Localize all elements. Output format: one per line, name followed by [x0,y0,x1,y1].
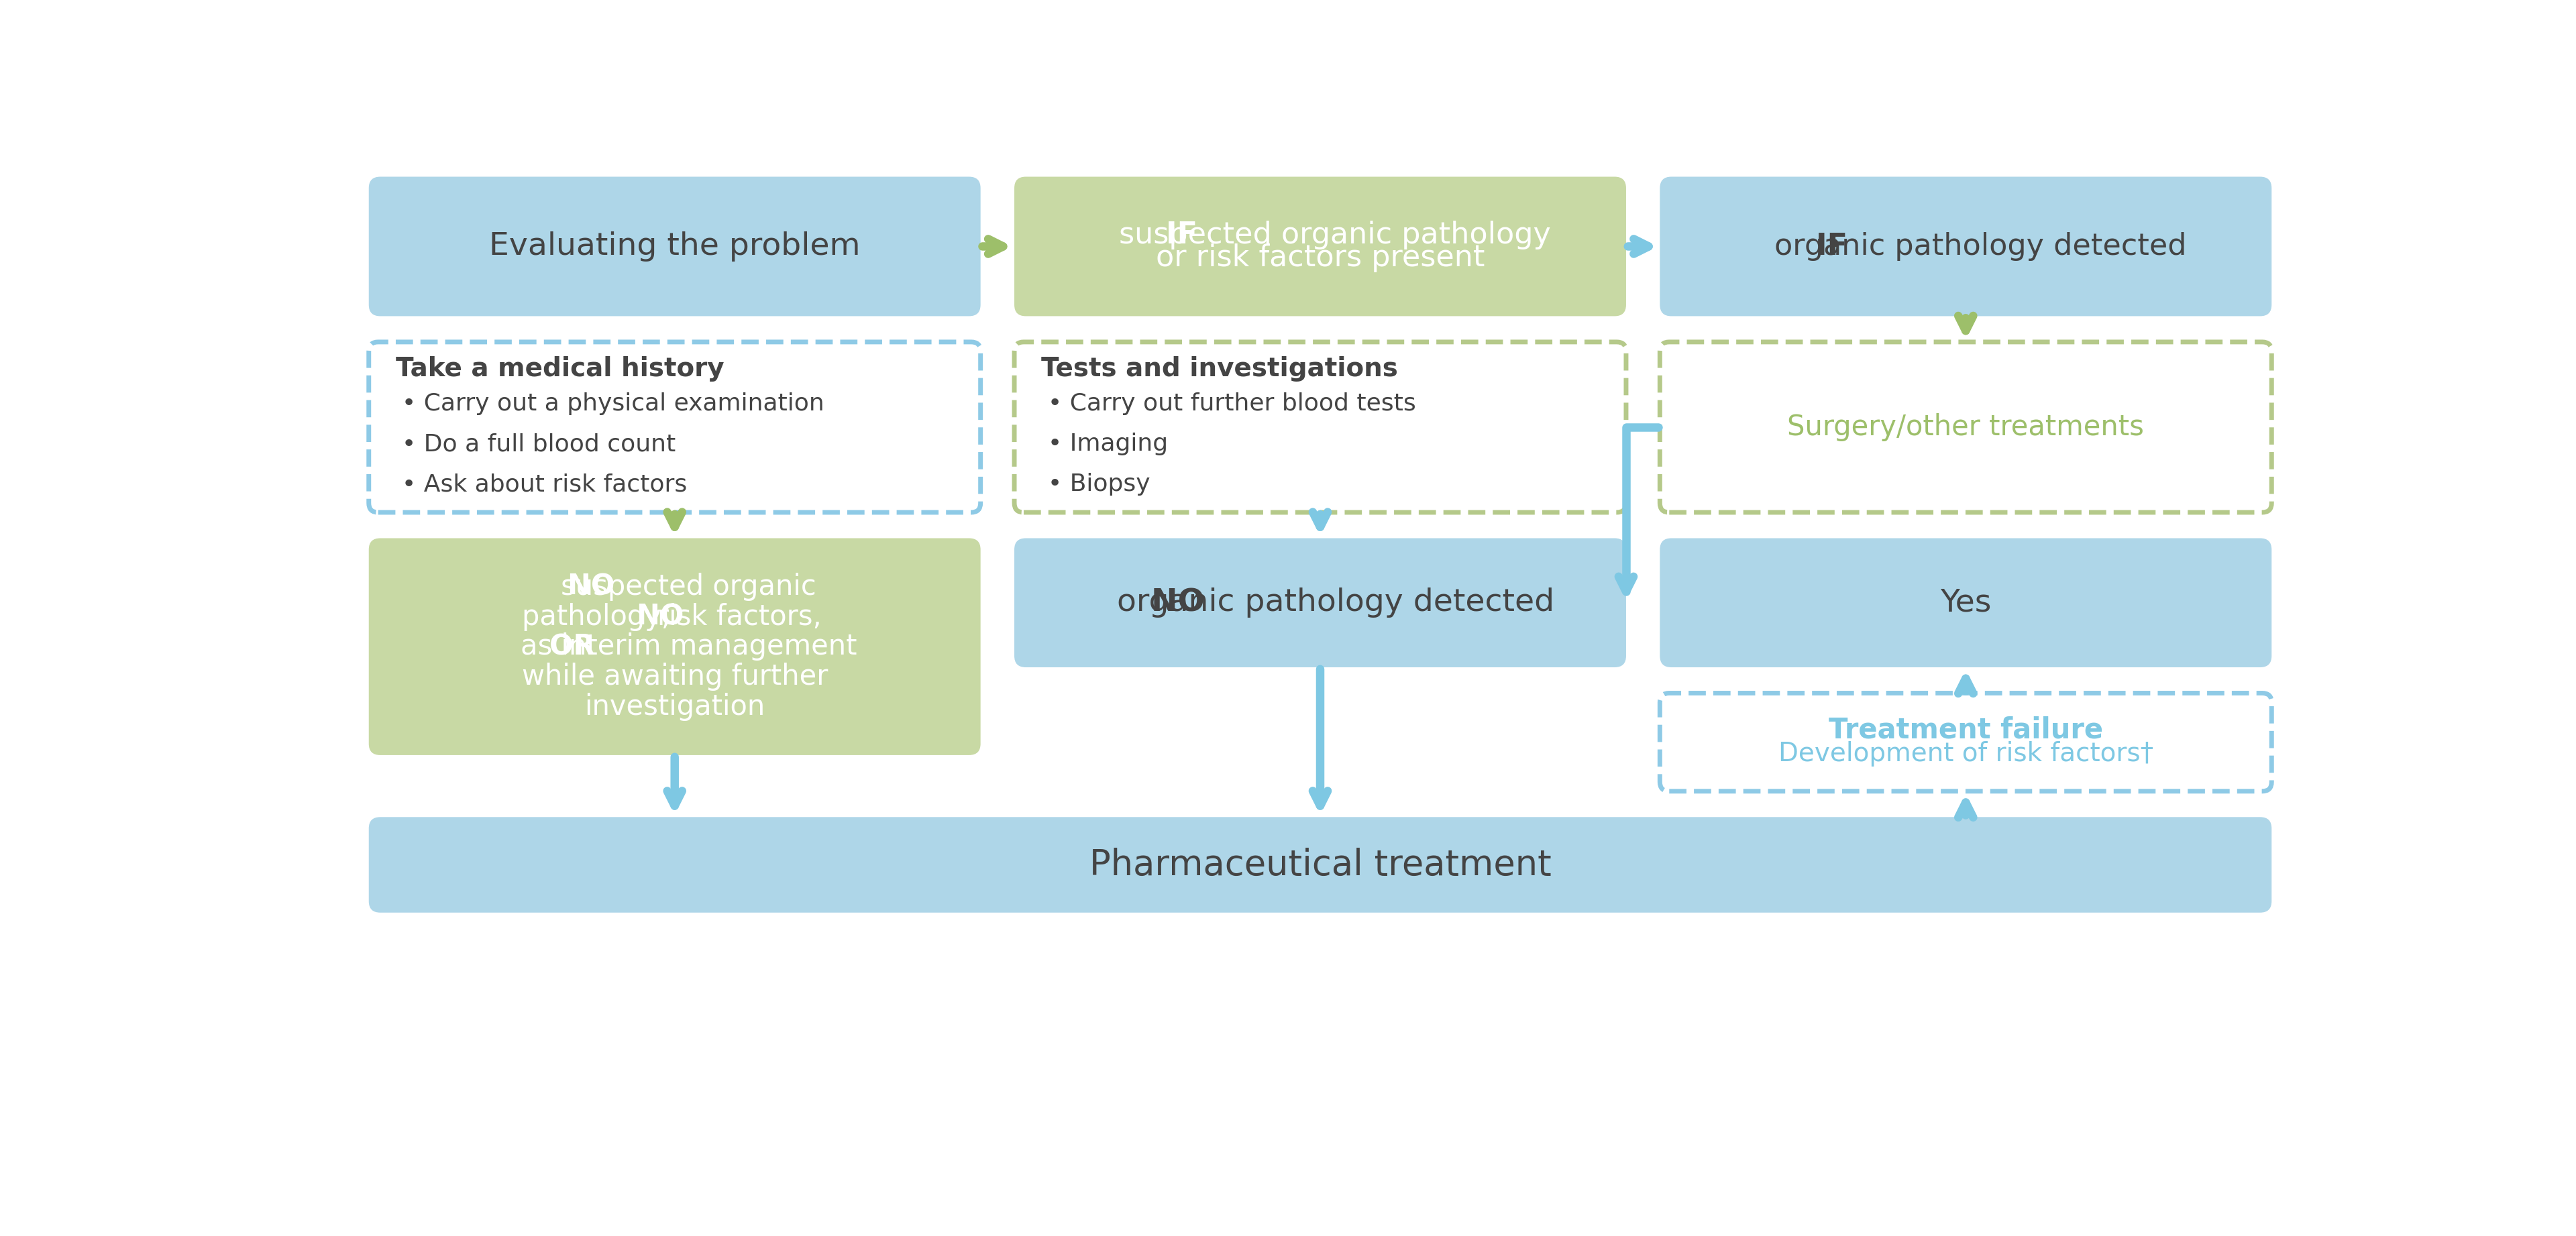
FancyBboxPatch shape [368,538,981,755]
Text: risk factors,: risk factors, [657,603,822,630]
FancyBboxPatch shape [1015,342,1625,513]
Text: as interim management: as interim management [520,633,858,661]
Text: • Do a full blood count: • Do a full blood count [402,433,675,456]
Text: investigation: investigation [585,692,765,721]
Text: Surgery/other treatments: Surgery/other treatments [1788,413,2143,441]
Text: Pharmaceutical treatment: Pharmaceutical treatment [1090,848,1551,883]
Text: NO: NO [636,603,693,630]
FancyBboxPatch shape [368,817,2272,912]
Text: Evaluating the problem: Evaluating the problem [489,231,860,262]
FancyBboxPatch shape [1659,342,2272,513]
Text: • Ask about risk factors: • Ask about risk factors [402,473,688,496]
Text: • Imaging: • Imaging [1048,433,1167,456]
Text: Tests and investigations: Tests and investigations [1041,356,1399,382]
Text: • Carry out further blood tests: • Carry out further blood tests [1048,393,1417,415]
Text: Take a medical history: Take a medical history [397,356,724,382]
Text: IF: IF [1164,221,1208,250]
Text: NO: NO [1151,587,1216,618]
Text: Yes: Yes [1940,587,1991,618]
FancyBboxPatch shape [1015,538,1625,667]
Text: organic pathology detected: organic pathology detected [1775,232,2187,261]
FancyBboxPatch shape [1659,693,2272,791]
FancyBboxPatch shape [368,342,981,513]
Text: pathology,: pathology, [523,603,680,630]
Text: • Carry out a physical examination: • Carry out a physical examination [402,393,824,415]
FancyBboxPatch shape [368,177,981,316]
Text: Development of risk factors†: Development of risk factors† [1777,742,2154,766]
Text: or risk factors present: or risk factors present [1157,243,1484,272]
Text: NO: NO [567,572,623,601]
FancyBboxPatch shape [1659,538,2272,667]
Text: suspected organic pathology: suspected organic pathology [1118,221,1551,250]
Text: organic pathology detected: organic pathology detected [1118,587,1556,618]
FancyBboxPatch shape [1659,177,2272,316]
Text: IF: IF [1816,232,1857,261]
Text: suspected organic: suspected organic [562,572,817,601]
Text: • Biopsy: • Biopsy [1048,473,1149,496]
Text: Treatment failure: Treatment failure [1829,716,2102,744]
Text: OR: OR [549,633,605,661]
FancyBboxPatch shape [1015,177,1625,316]
Text: while awaiting further: while awaiting further [520,662,827,691]
